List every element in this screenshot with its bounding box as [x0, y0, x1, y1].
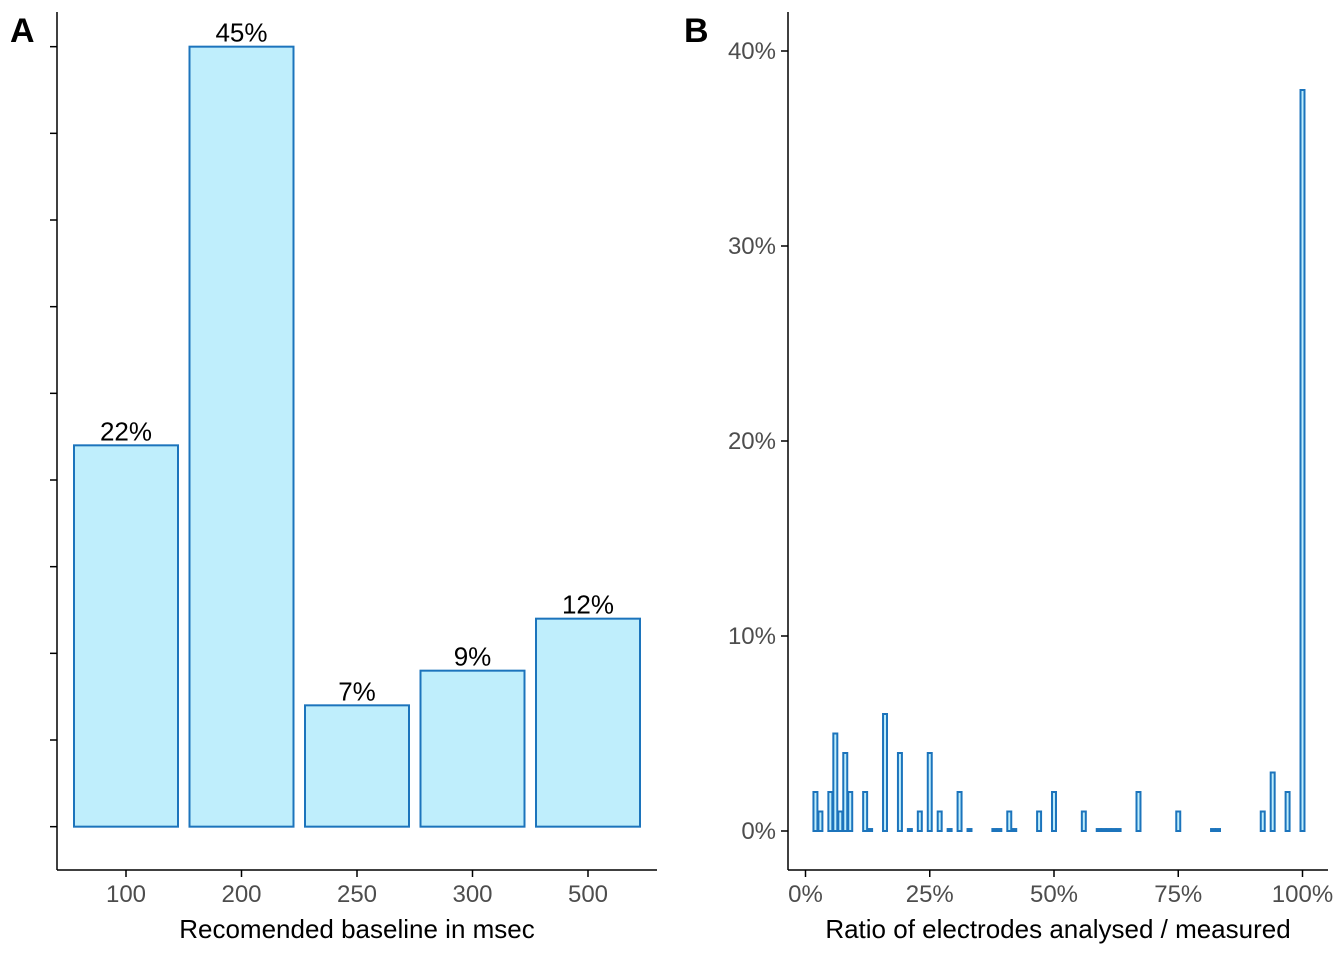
x-tick-label-50: 50%	[1030, 881, 1078, 908]
bar-47	[1036, 810, 1043, 832]
y-tick-label-40: 40%	[728, 38, 776, 65]
panel-b-bars	[812, 89, 1306, 832]
bar-38	[991, 828, 998, 832]
panel-a-value-labels: 22% 45% 7% 9% 12%	[100, 18, 614, 707]
bar-39	[996, 828, 1003, 832]
value-label-300: 9%	[454, 642, 492, 672]
value-label-100: 22%	[100, 416, 152, 446]
bar-92	[1259, 810, 1266, 832]
panel-a-bars	[73, 45, 641, 828]
bar-100	[73, 444, 179, 828]
bar-56	[1080, 810, 1087, 832]
value-label-500: 12%	[562, 590, 614, 620]
bar-82	[1210, 828, 1217, 832]
panel-a-x-tick-labels: 100 200 250 300 500	[106, 881, 608, 908]
panel-b-y-tick-labels: 0% 10% 20% 30% 40%	[728, 38, 776, 845]
bar-63	[1115, 828, 1122, 832]
bar-5	[827, 791, 834, 832]
x-tick-label-75: 75%	[1154, 881, 1202, 908]
bar-42	[1011, 828, 1018, 832]
y-tick-label-30: 30%	[728, 233, 776, 260]
x-tick-label-300: 300	[452, 881, 492, 908]
bar-41	[1006, 810, 1013, 832]
bar-2	[812, 791, 819, 832]
bar-29	[946, 828, 953, 832]
bar-59	[1095, 828, 1102, 832]
panel-b-x-axis-title: Ratio of electrodes analysed / measured	[825, 914, 1290, 944]
panel-b-axes	[781, 12, 1328, 877]
bar-250	[304, 704, 410, 828]
bar-97	[1284, 791, 1291, 832]
panel-b-x-tick-labels: 0% 25% 50% 75% 100%	[788, 881, 1333, 908]
bar-67	[1135, 791, 1142, 832]
value-label-200: 45%	[215, 18, 267, 48]
bar-200	[188, 45, 295, 828]
bar-23	[916, 810, 923, 832]
bar-7	[837, 810, 844, 832]
bar-31	[956, 791, 963, 832]
x-tick-label-500: 500	[568, 881, 608, 908]
y-tick-label-0: 0%	[741, 818, 776, 845]
bar-12	[862, 791, 869, 832]
y-tick-label-20: 20%	[728, 428, 776, 455]
bar-100	[1299, 89, 1306, 832]
y-tick-label-10: 10%	[728, 623, 776, 650]
panel-b-tag: B	[684, 12, 709, 50]
x-tick-label-200: 200	[221, 881, 261, 908]
bar-60	[1100, 828, 1107, 832]
bar-300	[419, 669, 526, 828]
value-label-250: 7%	[338, 676, 376, 706]
bar-33	[966, 828, 973, 832]
x-tick-label-25: 25%	[906, 881, 954, 908]
panel-a-x-axis-title: Recomended baseline in msec	[179, 914, 535, 944]
bar-50	[1051, 791, 1057, 832]
bar-75	[1175, 810, 1182, 832]
x-tick-label-0: 0%	[788, 881, 823, 908]
bar-61	[1105, 828, 1112, 832]
x-tick-label-100: 100%	[1272, 881, 1333, 908]
bar-16	[882, 713, 889, 832]
bar-500	[535, 617, 641, 828]
bar-19	[896, 752, 903, 832]
bar-13	[867, 828, 874, 832]
bar-62	[1110, 828, 1117, 832]
bar-9	[847, 791, 854, 832]
bar-25	[926, 752, 933, 832]
bar-8	[842, 752, 849, 832]
x-tick-label-250: 250	[337, 881, 377, 908]
bar-21	[906, 828, 913, 832]
panel-a-axes	[50, 12, 657, 877]
x-tick-label-100: 100	[106, 881, 146, 908]
bar-83	[1215, 828, 1221, 832]
panel-a-bar-chart: A 22% 45% 7% 9% 12% 100 200 250 300 500 Recomend…	[10, 12, 657, 944]
bar-94	[1269, 771, 1276, 832]
bar-3	[817, 810, 824, 832]
bar-27	[936, 810, 943, 832]
panel-b-histogram: B 0% 25% 50% 75% 100% 0% 10% 20% 30% 40% Ratio o…	[684, 12, 1333, 944]
panel-a-tag: A	[10, 12, 35, 50]
bar-6	[832, 732, 839, 832]
